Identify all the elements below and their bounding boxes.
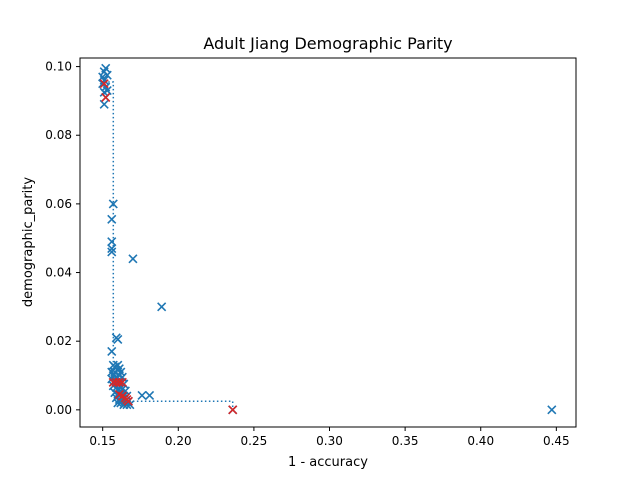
x-tick-label: 0.25 bbox=[241, 434, 268, 448]
x-tick-label: 0.15 bbox=[89, 434, 116, 448]
data-point bbox=[128, 254, 138, 264]
x-axis-ticks: 0.15 0.20 0.25 0.30 0.35 0.40 0.45 bbox=[89, 427, 570, 448]
data-point bbox=[99, 99, 109, 109]
data-point-stroke-b bbox=[144, 390, 155, 400]
x-tick-label: 0.35 bbox=[392, 434, 419, 448]
data-point bbox=[108, 199, 118, 209]
data-point bbox=[102, 70, 112, 80]
x-tick-label: 0.30 bbox=[316, 434, 343, 448]
data-point bbox=[157, 302, 167, 312]
pareto-point-stroke-b bbox=[228, 405, 238, 415]
plot-area-frame bbox=[79, 57, 577, 428]
data-point-stroke-b bbox=[128, 254, 138, 264]
y-tick-label: 0.10 bbox=[45, 60, 72, 74]
y-axis-label: demographic_parity bbox=[21, 177, 36, 307]
data-point bbox=[102, 86, 112, 96]
pareto-point-stroke-b bbox=[101, 92, 111, 103]
data-point-stroke-b bbox=[99, 99, 109, 109]
data-point-stroke-b bbox=[107, 237, 117, 247]
y-tick-label: 0.04 bbox=[45, 266, 72, 280]
data-point-stroke-b bbox=[107, 247, 117, 257]
data-point-stroke-b bbox=[101, 82, 111, 92]
data-point bbox=[107, 237, 117, 247]
y-tick-label: 0.00 bbox=[45, 403, 72, 417]
data-point-stroke-b bbox=[137, 390, 147, 400]
x-axis-label: 1 - accuracy bbox=[288, 455, 368, 470]
data-point bbox=[547, 405, 557, 415]
pareto-point bbox=[114, 377, 124, 387]
pareto-point bbox=[101, 92, 111, 103]
x-tick-label: 0.20 bbox=[165, 434, 192, 448]
data-point-stroke-b bbox=[101, 63, 111, 73]
pareto-point bbox=[228, 405, 238, 415]
data-point-stroke-b bbox=[107, 346, 117, 357]
data-point-stroke-b bbox=[157, 302, 167, 312]
pareto-point bbox=[117, 377, 127, 387]
pareto-point bbox=[99, 79, 109, 89]
data-point-stroke-b bbox=[102, 70, 112, 80]
data-point-stroke-b bbox=[107, 214, 117, 224]
data-point-stroke-b bbox=[108, 199, 118, 209]
y-axis-ticks: 0.00 0.02 0.04 0.06 0.08 0.10 bbox=[45, 60, 80, 417]
data-point bbox=[107, 214, 117, 224]
pareto-point bbox=[123, 396, 133, 406]
data-point-stroke-b bbox=[102, 86, 112, 96]
data-point bbox=[137, 390, 147, 400]
data-point bbox=[113, 334, 123, 345]
data-point bbox=[144, 390, 155, 400]
data-point-stroke-b bbox=[107, 367, 117, 377]
pareto-point-stroke-b bbox=[114, 389, 124, 399]
x-tick-label: 0.45 bbox=[543, 434, 570, 448]
pareto-point-stroke-b bbox=[117, 377, 127, 387]
data-point-stroke-b bbox=[113, 334, 123, 345]
data-point bbox=[107, 247, 117, 257]
chart-title: Adult Jiang Demographic Parity bbox=[203, 34, 452, 53]
y-tick-label: 0.06 bbox=[45, 197, 72, 211]
x-tick-label: 0.40 bbox=[467, 434, 494, 448]
pareto-points bbox=[99, 79, 238, 415]
pareto-point-stroke-b bbox=[114, 377, 124, 387]
data-point-stroke-b bbox=[107, 243, 117, 254]
data-point-stroke-b bbox=[125, 400, 135, 410]
pareto-point-stroke-b bbox=[123, 396, 133, 406]
data-point bbox=[107, 346, 117, 357]
y-tick-label: 0.02 bbox=[45, 334, 72, 348]
data-point-stroke-b bbox=[547, 405, 557, 415]
y-tick-label: 0.08 bbox=[45, 128, 72, 142]
data-point bbox=[107, 243, 117, 254]
pareto-point-stroke-b bbox=[99, 79, 109, 89]
data-point bbox=[101, 63, 111, 73]
